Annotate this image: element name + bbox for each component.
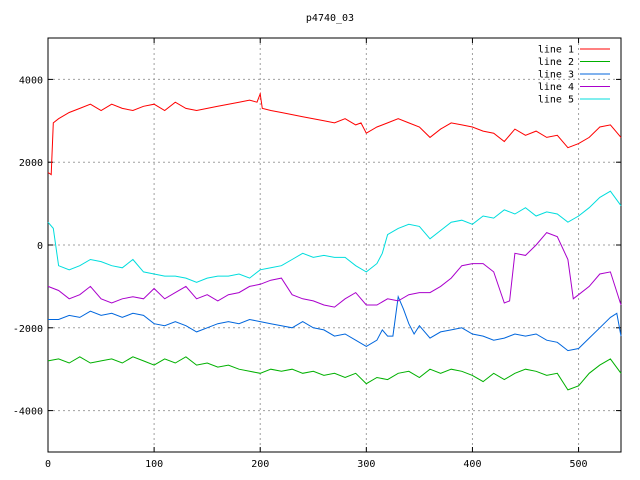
series-line-3 <box>48 294 622 352</box>
series-lines <box>47 91 622 391</box>
y-tick-label: 0 <box>37 241 43 252</box>
legend-label-3: line 3 <box>538 70 574 81</box>
legend-label-4: line 4 <box>538 82 574 93</box>
y-tick-label: 2000 <box>19 158 43 169</box>
series-line-1 <box>47 91 622 176</box>
legend-label-2: line 2 <box>538 57 574 68</box>
x-tick-label: 200 <box>251 459 269 470</box>
x-tick-label: 400 <box>463 459 481 470</box>
series-line-2 <box>47 356 622 391</box>
y-axis: -4000 -2000 0 2000 4000 <box>13 75 621 418</box>
y-tick-label: 4000 <box>19 75 43 86</box>
x-axis: 0 100 200 300 400 500 <box>45 38 588 470</box>
series-line-4 <box>47 232 622 308</box>
x-tick-label: 0 <box>45 459 51 470</box>
legend-label-5: line 5 <box>538 95 574 106</box>
y-tick-label: -4000 <box>13 407 43 418</box>
x-tick-label: 500 <box>570 459 588 470</box>
grid <box>48 38 621 452</box>
series-line-5 <box>47 190 622 283</box>
legend-label-1: line 1 <box>538 45 574 56</box>
x-tick-label: 100 <box>145 459 163 470</box>
chart-title: p4740_03 <box>306 13 354 24</box>
y-tick-label: -2000 <box>13 324 43 335</box>
x-tick-label: 300 <box>357 459 375 470</box>
